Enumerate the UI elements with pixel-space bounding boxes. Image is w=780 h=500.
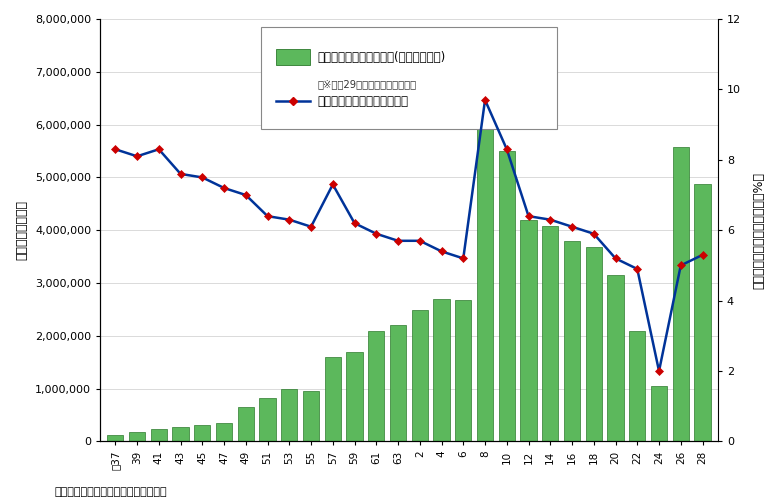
Bar bbox=[151, 430, 167, 442]
Bar bbox=[477, 50, 493, 442]
Bar bbox=[456, 300, 471, 442]
Bar bbox=[216, 422, 232, 442]
Y-axis label: 一般会計予算に占める割合（%）: 一般会計予算に占める割合（%） bbox=[752, 172, 765, 288]
Y-axis label: 予算額（百万円）: 予算額（百万円） bbox=[15, 200, 28, 260]
Bar bbox=[390, 326, 406, 442]
Bar bbox=[281, 388, 297, 442]
Bar bbox=[303, 391, 319, 442]
Bar bbox=[324, 357, 341, 442]
Bar bbox=[520, 220, 537, 442]
Bar bbox=[672, 147, 689, 442]
Bar bbox=[194, 426, 211, 442]
Text: 出典：各省庁資料をもとに内閣府作成: 出典：各省庁資料をもとに内閣府作成 bbox=[55, 488, 167, 498]
FancyBboxPatch shape bbox=[261, 28, 557, 129]
FancyBboxPatch shape bbox=[276, 48, 310, 66]
Bar bbox=[564, 241, 580, 442]
Bar bbox=[498, 151, 515, 442]
Text: 防災関係予算合計対一般会計: 防災関係予算合計対一般会計 bbox=[317, 95, 409, 108]
Bar bbox=[542, 226, 558, 442]
Bar bbox=[107, 434, 123, 442]
Bar bbox=[368, 330, 385, 442]
Bar bbox=[434, 299, 450, 442]
Bar bbox=[629, 330, 645, 442]
Text: 防災関係予算合計予算額(補正後予算額): 防災関係予算合計予算額(補正後予算額) bbox=[317, 50, 445, 64]
Bar bbox=[651, 386, 667, 442]
Bar bbox=[260, 398, 275, 442]
Bar bbox=[238, 407, 254, 442]
Bar bbox=[412, 310, 428, 442]
Bar bbox=[129, 432, 145, 442]
Bar bbox=[694, 184, 711, 442]
Bar bbox=[172, 428, 189, 442]
Bar bbox=[346, 352, 363, 442]
Text: （※平成29年度は当初予算のみ）: （※平成29年度は当初予算のみ） bbox=[317, 80, 417, 90]
Bar bbox=[608, 275, 624, 442]
Bar bbox=[586, 247, 602, 442]
